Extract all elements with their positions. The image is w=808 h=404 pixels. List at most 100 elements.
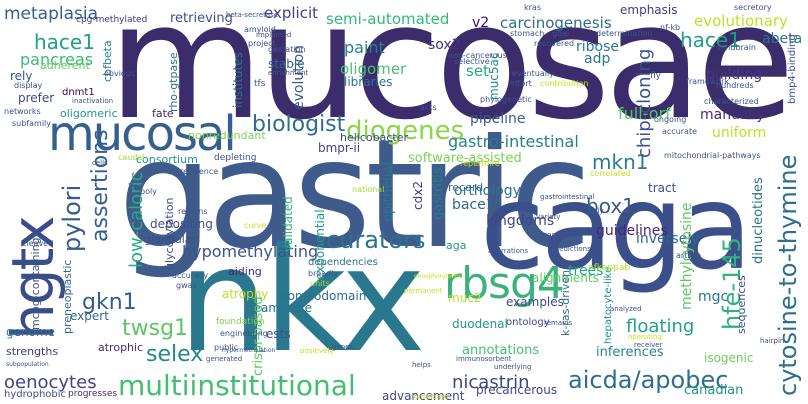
word-framework: framework (686, 77, 730, 86)
word-rely: rely (10, 69, 33, 83)
word-trees: trees (568, 263, 604, 279)
word-ontology: ontology (506, 317, 550, 328)
word-generated: generated (206, 355, 243, 363)
word-full-orf: full-orf (618, 104, 671, 123)
word-project: project (248, 39, 276, 48)
word-semi-automated: semi-automated (326, 10, 450, 28)
word-biologist: biologist (252, 112, 346, 137)
word-homeodomain: homeodomain (280, 289, 367, 303)
word-glandular: glandular (144, 233, 197, 246)
word-bace1: bace1 (452, 197, 495, 213)
word-caga: caga (480, 158, 752, 296)
word-gastrointestinal: gastrointestinal (540, 193, 595, 201)
word-alignments: alignments (532, 271, 599, 285)
word-sequences: sequences (735, 275, 748, 334)
word-beta-secretase: beta-secretase (226, 11, 279, 19)
word-accuracy: accuracy (172, 271, 209, 280)
word-processes: processes (540, 231, 575, 239)
word-positively: positively (300, 347, 334, 355)
word-isogenic: isogenic (704, 351, 754, 365)
word-phylogenetic: phylogenetic (480, 95, 532, 104)
word-display: display (14, 81, 43, 90)
word-metaplasia: metaplasia (4, 4, 99, 24)
word-underlying: underlying (494, 363, 532, 371)
word-pylori: pylori (58, 184, 86, 252)
word-secretory: secretory (734, 3, 772, 12)
word-fate: fate (152, 107, 174, 120)
word-dnmt1: dnmt1 (62, 87, 95, 98)
word-paint: paint (344, 38, 385, 57)
word-nf-kb: nf-kb (660, 23, 681, 32)
word-prefer: prefer (18, 91, 55, 105)
word-helps: helps (412, 361, 431, 369)
word-tract: tract (648, 181, 677, 195)
word-pancreas: pancreas (20, 50, 94, 69)
word-v2: v2 (472, 15, 490, 31)
word-nonredundant: nonredundant (188, 129, 266, 142)
word-strengths: strengths (6, 345, 59, 358)
word-duodenal: duodenal (452, 317, 508, 331)
word-evolution: evolution (291, 44, 307, 110)
word-aga: aga (446, 239, 467, 252)
word-stable: stable (268, 57, 305, 71)
word-pipeline: pipeline (470, 111, 526, 127)
word-hydrophobic: hydrophobic (4, 389, 67, 400)
word-preneoplastic: preneoplastic (61, 259, 74, 334)
word-acts: acts (420, 103, 437, 112)
word-muc2: muc2 (448, 291, 482, 305)
word-set: set (466, 62, 489, 80)
word-eventually: eventually (512, 69, 554, 78)
word-bmp4-binding: bmp4-binding (787, 34, 798, 104)
word-dinucleotides: dinucleotides (751, 177, 766, 264)
word-libraries: libraries (344, 75, 393, 89)
word-receiver: receiver (634, 341, 663, 349)
word-analyzed: analyzed (610, 305, 642, 313)
word-depositing: depositing (150, 217, 213, 231)
word-predictions: predictions (552, 245, 591, 253)
word-consortium: consortium (136, 153, 198, 166)
word-hindbrain: hindbrain (718, 43, 757, 52)
word-nkx: nkx (178, 216, 426, 384)
word-variety: variety (536, 213, 561, 221)
word-examples: examples (506, 295, 564, 309)
word-determination: determination (596, 29, 653, 38)
word-nicastrin: nicastrin (452, 372, 530, 393)
word-gwas: gwas (176, 281, 197, 290)
word-family: family (582, 207, 604, 215)
word-retrieving: retrieving (170, 11, 233, 26)
word-floating: floating (626, 316, 695, 337)
word-building: building (706, 67, 763, 83)
word-genome: genome (6, 325, 56, 339)
word-oenocytes: oenocytes (4, 372, 97, 393)
word-low-caloric: low-caloric (126, 171, 147, 268)
word-immunosorbent: immunosorbent (456, 355, 512, 363)
word-repertoire: repertoire (460, 159, 500, 168)
word-recovered: recovered (534, 39, 575, 48)
word-ribose: ribose (576, 39, 620, 55)
word-mgc: mgc (698, 289, 729, 305)
word-mcpg-containing: mcpg-containing (29, 237, 42, 330)
word-evolutionary: evolutionary (694, 12, 788, 30)
word-genes: genes (332, 343, 354, 351)
word-adp: adp (584, 51, 611, 67)
word-guidelines: guidelines (596, 223, 668, 239)
word-annotations: annotations (462, 343, 540, 358)
word-enrichment: enrichment (268, 69, 309, 77)
word-box1: box1 (586, 194, 635, 218)
word-gastric: gastric (118, 108, 592, 282)
word-explicit: explicit (264, 4, 318, 22)
word-glycosylation: glycosylation (163, 197, 176, 270)
word-curve: curve (244, 221, 267, 230)
word-hypermethylation: hypermethylation (222, 347, 276, 354)
word-emphasis: emphasis (620, 3, 678, 17)
word-gastritis: gastritis (431, 167, 446, 220)
word-rbsg4: rbsg4 (444, 258, 565, 309)
word-characterized: characterized (704, 97, 759, 106)
word-ongoing: ongoing (654, 115, 687, 124)
word-validated: validated (281, 196, 295, 252)
word-operating: operating (628, 333, 662, 341)
word-inferences: inferences (596, 345, 664, 360)
word-rho-gtpase: rho-gtpase (167, 52, 180, 112)
word-reference: reference (180, 167, 219, 176)
word-aberrations: aberrations (488, 247, 529, 255)
